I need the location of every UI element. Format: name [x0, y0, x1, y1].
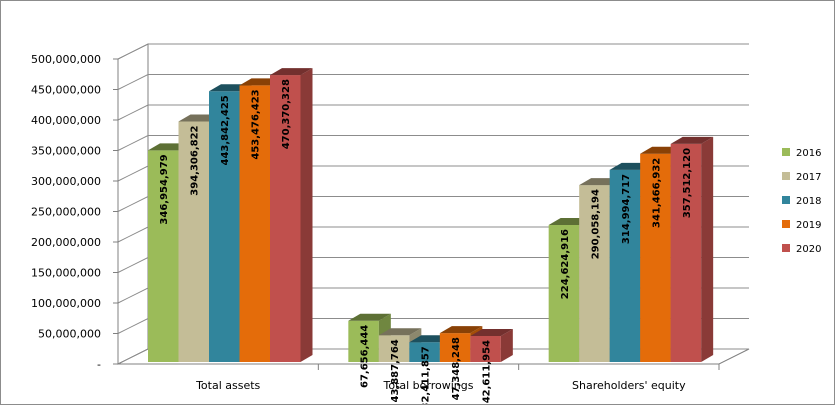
legend-swatch [782, 244, 790, 252]
category-label: Total borrowings [383, 379, 474, 392]
y-tick-label: 250,000,000 [31, 206, 101, 219]
data-label: 314,994,717 [621, 174, 632, 244]
data-label: 224,624,916 [560, 229, 571, 299]
data-label: 42,611,954 [482, 340, 493, 403]
data-label: 32,411,857 [421, 346, 432, 404]
bar-front [270, 75, 301, 362]
legend-swatch [782, 220, 790, 228]
data-label: 453,476,423 [251, 89, 262, 159]
y-tick-label: 400,000,000 [31, 114, 101, 127]
bar-front [640, 153, 671, 362]
data-label: 346,954,979 [159, 154, 170, 224]
bar-front [239, 85, 270, 362]
bar-top [270, 68, 313, 76]
y-tick-label: 300,000,000 [31, 175, 101, 188]
category-label: Total assets [195, 379, 260, 392]
bar-front [378, 335, 410, 362]
legend-label: 2019 [796, 220, 821, 231]
data-label: 67,656,444 [360, 325, 371, 388]
legend-label: 2016 [796, 148, 821, 159]
bar-front [548, 224, 580, 362]
bar-top [470, 329, 513, 337]
bar-front [439, 333, 471, 362]
bar-side [701, 136, 714, 362]
legend-label: 2018 [796, 196, 821, 207]
data-label: 341,466,932 [651, 158, 662, 228]
data-label: 47,348,248 [451, 337, 462, 400]
y-tick-label: 200,000,000 [31, 236, 101, 249]
legend-label: 2020 [796, 244, 821, 255]
data-label: 394,306,822 [190, 125, 201, 195]
legend-swatch [782, 172, 790, 180]
category-label: Shareholders' equity [572, 379, 686, 392]
legend-swatch [782, 196, 790, 204]
data-label: 470,370,328 [281, 79, 292, 149]
bar-side [300, 68, 313, 362]
data-label: 443,842,425 [220, 95, 231, 165]
legend-label: 2017 [796, 172, 821, 183]
y-tick-label: 150,000,000 [31, 267, 101, 280]
gridline [117, 43, 749, 60]
gridline [117, 135, 749, 151]
gridline [117, 104, 749, 121]
data-label: 357,512,120 [682, 148, 693, 218]
legend-swatch [782, 148, 790, 156]
data-label: 43,887,764 [390, 339, 401, 402]
data-label: 290,058,194 [590, 189, 601, 259]
bar-front [209, 91, 240, 363]
bar-top [378, 328, 422, 336]
bar-side [500, 329, 513, 362]
gridline [117, 74, 749, 90]
bar-top [439, 326, 483, 334]
bar-top [348, 313, 391, 321]
bar-front [348, 320, 379, 362]
bar-front [670, 143, 702, 362]
y-tick-label: 350,000,000 [31, 145, 101, 158]
bar-front [409, 342, 440, 362]
bar-front [470, 336, 501, 362]
bar-front [579, 185, 610, 362]
bar-front [178, 121, 209, 362]
y-tick-label: 50,000,000 [38, 328, 101, 341]
bar-top [670, 136, 714, 144]
bar-front [148, 150, 179, 362]
y-tick-label: - [97, 358, 101, 371]
y-tick-label: 100,000,000 [31, 297, 101, 310]
y-tick-label: 500,000,000 [31, 53, 101, 66]
y-tick-label: 450,000,000 [31, 84, 101, 97]
bar-front [609, 169, 641, 362]
